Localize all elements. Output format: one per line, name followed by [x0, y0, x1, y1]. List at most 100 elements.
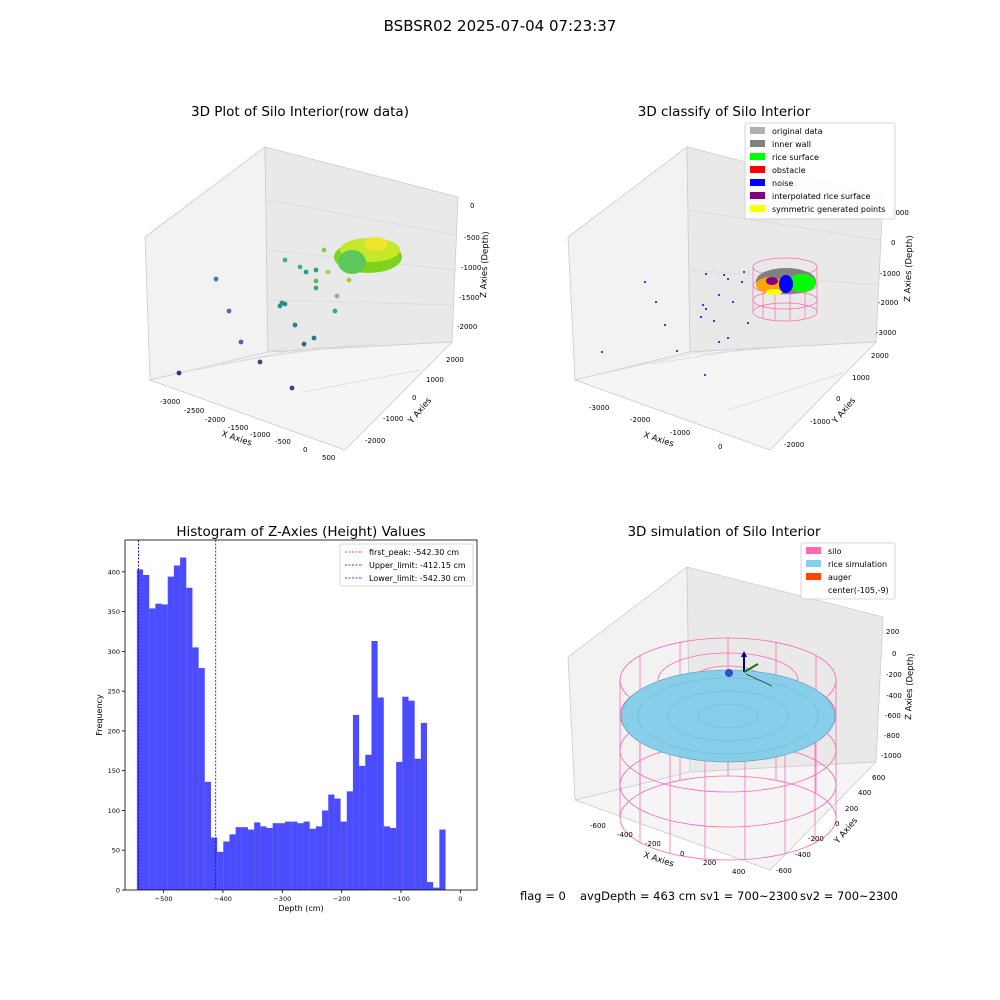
raw-xtick: -3000 — [160, 398, 180, 406]
sim-ztick: -1000 — [881, 752, 901, 760]
histogram-bar — [235, 827, 242, 890]
histogram-bar — [247, 829, 255, 890]
sim-xtick: -200 — [645, 840, 661, 848]
histogram-ytick-label: 0 — [116, 887, 120, 895]
histogram-bar — [173, 565, 181, 890]
raw-xtick: -1000 — [250, 431, 270, 439]
histogram-bar — [260, 826, 267, 890]
sim-ytick: 400 — [858, 789, 871, 797]
raw-ytick: 1000 — [426, 376, 444, 384]
sim-xtick: -600 — [590, 822, 606, 830]
classify-axis-ticks: -3000 -2000 -1000 0 2000 1000 0 -1000 -2… — [589, 209, 909, 451]
sim-xaxis-label: X Axies — [642, 850, 675, 869]
histogram-bar — [377, 697, 384, 890]
legend-swatch — [806, 573, 821, 580]
histogram-ytick-label: 300 — [108, 648, 120, 656]
classify-3d-axes-box — [567, 146, 884, 451]
histogram-bar — [389, 827, 397, 890]
legend-label: inner wall — [772, 140, 811, 149]
histogram-bar — [161, 604, 168, 890]
sim-xtick: 0 — [680, 850, 684, 858]
sim-ytick: 200 — [845, 805, 858, 813]
legend-label: original data — [772, 127, 823, 136]
classify-legend: original data inner wall rice surface ob… — [744, 122, 896, 220]
classify-ztick: -2000 — [878, 299, 898, 307]
histogram-bar — [402, 696, 409, 890]
histogram-bar — [346, 791, 353, 890]
classify-zaxis-label: Z Axies (Depth) — [903, 235, 915, 302]
histogram-ytick-label: 250 — [108, 688, 120, 696]
histogram-bar — [303, 821, 310, 890]
raw-3d-point-cloud — [176, 237, 402, 391]
histogram-xtick-label: −300 — [273, 895, 291, 903]
histogram-bar — [155, 603, 162, 890]
histogram-bar — [315, 826, 323, 890]
simulation-legend: silo rice simulation auger center(-105,-… — [800, 542, 896, 600]
histogram-bar — [396, 761, 403, 890]
histogram-legend: first_peak: -542.30 cm Upper_limit: -412… — [339, 543, 474, 587]
sim-ytick: 600 — [872, 774, 885, 782]
raw-xtick: -500 — [275, 438, 291, 446]
sim-ztick: 0 — [892, 650, 896, 658]
simulation-axis-ticks: -600 -400 -200 0 200 400 600 400 200 0 -… — [590, 628, 902, 876]
classify-ytick: -1000 — [810, 418, 830, 426]
classify-xtick: 0 — [718, 443, 722, 451]
legend-label: interpolated rice surface — [772, 192, 870, 201]
legend-label: silo — [828, 547, 842, 556]
raw-ytick: 2000 — [446, 356, 464, 364]
raw-xtick: -2000 — [205, 416, 225, 424]
raw-ytick: -1000 — [383, 415, 403, 423]
histogram-bar — [272, 823, 279, 890]
raw-xtick: -1500 — [228, 424, 248, 432]
simulation-center-axes — [725, 651, 773, 687]
histogram-bar — [371, 641, 378, 890]
legend-label: auger — [828, 573, 852, 582]
legend-swatch — [750, 205, 765, 212]
histogram-y-ticks: 0 50 100 150 200 250 300 350 400 — [108, 568, 125, 895]
raw-plot-title: 3D Plot of Silo Interior(row data) — [191, 104, 409, 120]
legend-label: noise — [772, 179, 793, 188]
histogram-bar — [223, 841, 230, 890]
classify-ztick: -1000 — [880, 270, 900, 278]
classify-plot-title: 3D classify of Silo Interior — [637, 104, 811, 120]
classify-ztick: 1000 — [891, 209, 909, 217]
sim-ytick: -400 — [795, 851, 811, 859]
histogram-bar — [285, 821, 292, 890]
legend-label: rice surface — [772, 153, 819, 162]
histogram-bar — [167, 576, 174, 890]
sim-ztick: -600 — [885, 712, 901, 720]
legend-label: center(-105,-9) — [828, 586, 889, 595]
histogram-ytick-label: 400 — [108, 568, 120, 576]
classify-ztick: -3000 — [876, 329, 896, 337]
histogram-ytick-label: 350 — [108, 608, 120, 616]
histogram-bar — [328, 794, 335, 890]
raw-xtick: 0 — [303, 446, 307, 454]
classify-ytick: 2000 — [871, 352, 889, 360]
legend-swatch — [750, 153, 765, 160]
histogram-yaxis-label: Frequency — [95, 694, 104, 736]
legend-label: first_peak: -542.30 cm — [369, 548, 459, 557]
histogram-bar — [143, 575, 150, 890]
raw-ztick: -1000 — [461, 264, 481, 272]
histogram-bar — [217, 851, 224, 890]
sim-zaxis-label: Z Axies (Depth) — [904, 653, 916, 720]
histogram-xtick-label: −200 — [333, 895, 351, 903]
classify-ztick: 0 — [891, 239, 895, 247]
histogram-bar — [383, 826, 390, 890]
sv1-text: sv1 = 700~2300 — [700, 889, 798, 903]
histogram-xtick-label: −100 — [392, 895, 410, 903]
legend-swatch — [806, 560, 821, 567]
histogram-bar — [210, 837, 218, 890]
classify-ytick: -2000 — [784, 441, 804, 449]
simulation-plot-title: 3D simulation of Silo Interior — [627, 524, 821, 540]
simulation-rice-surface — [620, 669, 836, 763]
classify-ytick: 1000 — [852, 374, 870, 382]
legend-label: Upper_limit: -412.15 cm — [369, 561, 466, 570]
histogram-x-ticks: −500 −400 −300 −200 −100 0 — [155, 890, 462, 903]
legend-swatch — [750, 140, 765, 147]
sim-ztick: -400 — [886, 692, 902, 700]
sim-xtick: -400 — [617, 831, 633, 839]
histogram-bar — [136, 569, 144, 890]
histogram-reference-lines — [138, 540, 217, 890]
